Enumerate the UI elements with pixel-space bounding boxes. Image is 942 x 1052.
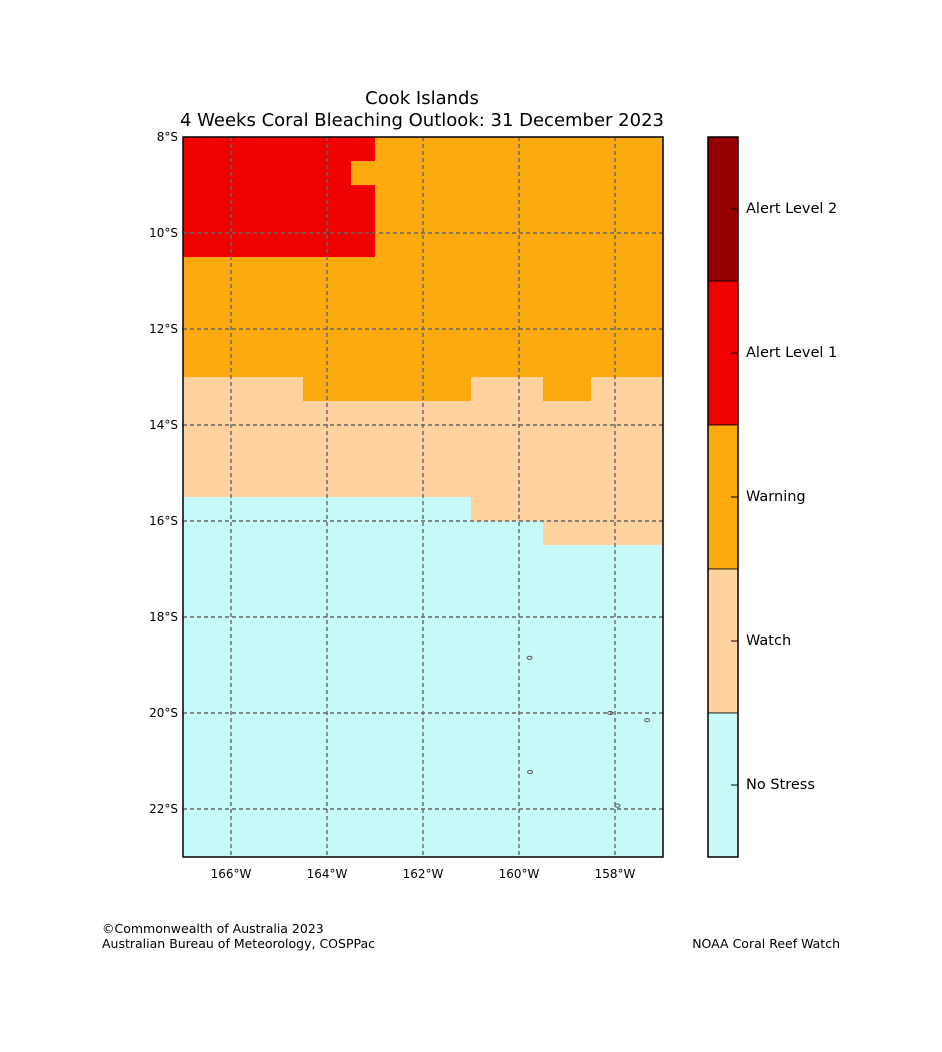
lat-tick-label: 8°S — [157, 130, 178, 144]
islands — [526, 655, 651, 808]
lat-tick-label: 20°S — [149, 706, 178, 720]
lon-tick-label: 160°W — [499, 867, 540, 881]
lat-tick-label: 14°S — [149, 418, 178, 432]
map-frame — [182, 136, 664, 858]
island-marker — [527, 769, 534, 775]
map-subtitle: 4 Weeks Coral Bleaching Outlook: 31 Dece… — [179, 110, 664, 131]
agency-credit: Australian Bureau of Meteorology, COSPPa… — [102, 936, 375, 951]
copyright-credit: ©Commonwealth of Australia 2023 — [102, 921, 324, 936]
island-marker — [526, 655, 533, 660]
axis-tick-labels: 166°W 164°W 162°W 160°W 158°W 8°S 10°S 12°S 14°S… — [149, 130, 635, 881]
region-alert_1 — [183, 137, 375, 257]
lat-tick-label: 16°S — [149, 514, 178, 528]
lon-tick-label: 158°W — [595, 867, 636, 881]
lon-tick-label: 164°W — [307, 867, 348, 881]
lat-tick-label: 10°S — [149, 226, 178, 240]
colorbar — [707, 136, 739, 858]
colorbar-label-no_stress: No Stress — [746, 777, 815, 793]
colorbar-label-warning: Warning — [746, 489, 806, 505]
colorbar-label-watch: Watch — [746, 633, 792, 649]
colorbar-frame — [707, 136, 739, 858]
lon-tick-label: 166°W — [211, 867, 252, 881]
lon-tick-label: 162°W — [403, 867, 444, 881]
lat-tick-label: 12°S — [149, 322, 178, 336]
island-marker — [644, 718, 651, 723]
colorbar-label-alert_2: Alert Level 2 — [746, 201, 838, 217]
map-title: Cook Islands — [365, 88, 479, 109]
lat-tick-label: 18°S — [149, 610, 178, 624]
colorbar-label-alert_1: Alert Level 1 — [746, 345, 838, 361]
lat-tick-label: 22°S — [149, 802, 178, 816]
source-credit: NOAA Coral Reef Watch — [692, 936, 840, 951]
gridlines — [183, 137, 663, 857]
